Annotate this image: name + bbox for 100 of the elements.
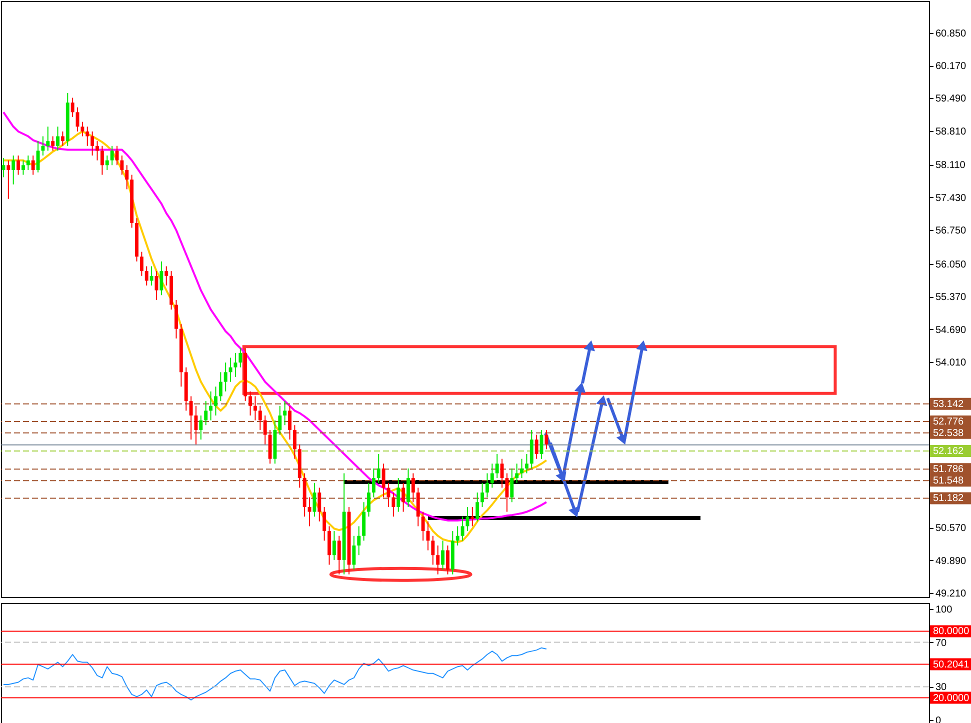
candlestick — [544, 429, 548, 450]
candlestick — [476, 492, 480, 522]
y-tick-label: 60.850 — [936, 28, 967, 40]
candlestick — [80, 121, 84, 137]
candlestick — [466, 506, 470, 532]
candlestick — [485, 472, 489, 498]
candlestick — [105, 155, 109, 170]
candlestick — [357, 526, 361, 556]
candlestick — [248, 390, 252, 416]
candlestick — [86, 126, 90, 146]
candlestick — [238, 348, 242, 368]
candlestick — [218, 372, 222, 402]
candlestick — [214, 386, 218, 416]
candlestick — [164, 266, 168, 286]
candlestick — [411, 472, 415, 503]
candlestick — [520, 458, 524, 479]
candlestick — [524, 454, 528, 474]
candlestick — [322, 506, 326, 542]
candlestick — [224, 362, 228, 392]
y-tick-label: 60.170 — [936, 61, 967, 72]
candlestick — [140, 251, 144, 276]
candlestick — [515, 463, 519, 484]
ref-line-label: 52.776 — [933, 416, 964, 428]
candlestick — [150, 266, 154, 286]
candlestick — [2, 157, 6, 178]
line-series — [2, 647, 547, 701]
candlestick — [189, 396, 193, 440]
candlestick — [125, 164, 129, 190]
candlestick — [382, 463, 386, 498]
candlestick — [456, 526, 460, 546]
candlestick — [392, 492, 396, 518]
y-tick-label: 70 — [936, 638, 948, 649]
ref-line-label: 53.142 — [933, 398, 964, 410]
y-tick-label: 50.570 — [936, 523, 967, 534]
y-tick-label: 100 — [936, 604, 953, 616]
candlestick — [199, 415, 203, 440]
candlestick — [505, 472, 509, 512]
candlestick — [263, 415, 267, 445]
candlestick — [70, 97, 74, 118]
candlestick — [367, 482, 370, 518]
candlestick — [446, 544, 450, 575]
y-tick-label: 54.010 — [936, 358, 967, 369]
ref-line-label: 52.538 — [933, 428, 964, 439]
candlestick — [386, 482, 390, 508]
candlestick — [470, 506, 474, 527]
candlestick — [421, 511, 425, 542]
candlestick — [431, 535, 435, 566]
ref-line-label: 20.0000 — [933, 692, 970, 704]
candlestick — [21, 160, 25, 176]
ref-line-label: 52.162 — [933, 446, 964, 458]
candlestick — [115, 145, 119, 166]
candlestick — [228, 357, 232, 382]
candlestick — [490, 463, 494, 488]
candlestick — [480, 482, 484, 508]
candlestick — [6, 160, 10, 200]
candlestick — [56, 126, 60, 152]
candlestick — [41, 136, 45, 156]
candlestick — [234, 352, 238, 378]
candlestick — [204, 400, 208, 426]
y-tick-label: 55.370 — [936, 292, 967, 304]
candlestick — [26, 155, 30, 170]
candlestick — [144, 266, 148, 286]
candlestick — [253, 396, 257, 421]
candlestick — [396, 478, 400, 512]
candlestick — [258, 405, 262, 430]
candlestick — [288, 405, 292, 440]
y-tick-label: 57.430 — [936, 192, 967, 204]
y-tick-label: 49.890 — [936, 556, 967, 567]
candlestick — [337, 535, 341, 575]
candlestick — [402, 482, 406, 512]
candlestick — [100, 145, 104, 176]
y-tick-label: 30 — [936, 682, 948, 694]
y-tick-label: 58.810 — [936, 126, 967, 138]
ref-line-label: 51.548 — [933, 476, 964, 487]
y-tick-label: 58.110 — [936, 160, 966, 172]
candlestick — [90, 130, 94, 156]
ref-line-label: 80.0000 — [933, 626, 970, 638]
candlestick — [110, 145, 114, 166]
candlestick — [46, 126, 50, 152]
candlestick — [376, 454, 380, 484]
candlestick — [283, 400, 287, 426]
candlestick — [31, 155, 35, 176]
candlestick — [60, 130, 64, 146]
ref-line-label: 51.182 — [933, 493, 964, 504]
candlestick — [495, 454, 499, 479]
candlestick — [332, 530, 336, 560]
candlestick — [292, 424, 296, 460]
candlestick — [372, 468, 376, 498]
y-tick-label: 56.750 — [936, 226, 967, 237]
y-tick-label: 54.690 — [936, 324, 967, 336]
candlestick — [278, 405, 282, 436]
candlestick — [308, 496, 312, 527]
candlestick — [312, 482, 316, 518]
candlestick — [436, 544, 440, 575]
candlestick — [534, 434, 538, 460]
candlestick — [510, 468, 514, 503]
candlestick — [16, 155, 20, 176]
y-tick-label: 56.050 — [936, 259, 967, 270]
candlestick — [352, 535, 356, 570]
candlestick — [120, 155, 124, 176]
